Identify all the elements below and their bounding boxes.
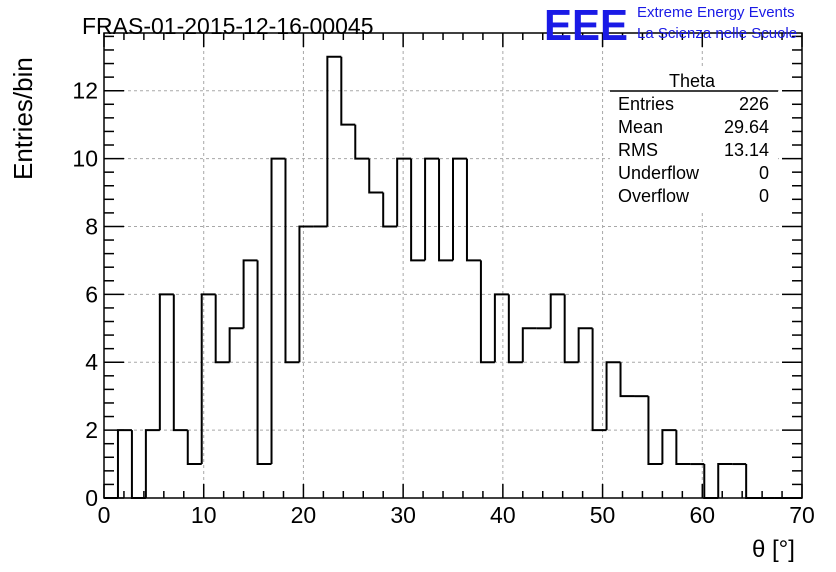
x-tick-label: 70 xyxy=(789,502,815,528)
histogram-bin xyxy=(284,158,300,364)
histogram-bin xyxy=(479,260,495,364)
histogram-bin xyxy=(619,362,635,398)
stats-box: Theta Entries 226 Mean 29.64 RMS 13.14 U… xyxy=(610,68,778,210)
stats-value-mean: 29.64 xyxy=(724,117,769,137)
histogram-bin xyxy=(507,294,523,364)
histogram-bin xyxy=(242,259,258,329)
y-tick-labels: 0 2 4 6 8 10 12 xyxy=(72,78,98,511)
y-tick-label: 8 xyxy=(85,213,98,239)
x-tick-label: 20 xyxy=(291,502,317,528)
histogram-bin xyxy=(340,56,356,126)
histogram-bin xyxy=(703,464,719,499)
histogram-bin xyxy=(452,157,467,261)
eee-logo: EEE Extreme Energy Events La Scienza nel… xyxy=(544,1,797,50)
histogram-bars xyxy=(104,55,802,499)
stats-label-entries: Entries xyxy=(618,94,674,114)
y-axis-label: Entries/bin xyxy=(8,57,38,180)
stats-label-rms: RMS xyxy=(618,140,658,160)
histogram-bin xyxy=(256,260,272,466)
histogram-bin xyxy=(144,429,160,498)
x-tick-label: 10 xyxy=(191,502,217,528)
histogram-bin xyxy=(172,294,188,432)
histogram-bin xyxy=(186,430,202,466)
histogram-bin xyxy=(438,158,453,262)
histogram-bin xyxy=(228,327,244,363)
stats-value-entries: 226 xyxy=(739,94,769,114)
y-tick-label: 4 xyxy=(85,349,98,375)
histogram-bin xyxy=(563,294,579,364)
histogram-bin xyxy=(200,293,216,465)
y-tick-label: 6 xyxy=(85,281,98,307)
stats-label-overflow: Overflow xyxy=(618,186,690,206)
histogram-bin xyxy=(647,396,663,466)
eee-logo-text: EEE xyxy=(544,1,628,50)
stats-value-underflow: 0 xyxy=(759,163,769,183)
y-tick-label: 12 xyxy=(72,78,98,104)
histogram-bin xyxy=(661,429,677,465)
histogram-bin xyxy=(521,327,537,363)
histogram-bin xyxy=(158,293,174,431)
histogram-bin xyxy=(577,327,593,363)
stats-value-rms: 13.14 xyxy=(724,140,769,160)
histogram-bin xyxy=(298,225,314,363)
histogram-bin xyxy=(717,463,733,498)
chart-title: FRAS-01-2015-12-16-00045 xyxy=(82,13,374,39)
stats-title: Theta xyxy=(669,71,716,91)
x-tick-label: 0 xyxy=(98,502,111,528)
stats-label-mean: Mean xyxy=(618,117,663,137)
histogram-bin xyxy=(382,192,398,228)
histogram-bin xyxy=(116,429,132,498)
x-tick-labels: 0 10 20 30 40 50 60 70 xyxy=(98,502,815,528)
logo-line-2: La Scienza nelle Scuole xyxy=(637,25,797,42)
histogram-bin xyxy=(354,124,370,160)
histogram-bin xyxy=(424,157,440,261)
histogram-bin xyxy=(368,158,384,194)
stats-value-overflow: 0 xyxy=(759,186,769,206)
histogram-bin xyxy=(214,294,230,364)
histogram-bin xyxy=(130,430,146,499)
x-axis-label: θ [°] xyxy=(752,536,795,563)
x-tick-label: 30 xyxy=(390,502,416,528)
histogram-bin xyxy=(549,293,565,329)
histogram-bin xyxy=(326,55,342,227)
histogram-bin xyxy=(493,293,509,363)
histogram-bin xyxy=(270,157,286,465)
x-tick-label: 60 xyxy=(689,502,715,528)
histogram-bin xyxy=(745,464,761,499)
y-tick-label: 2 xyxy=(85,417,98,443)
plot-frame xyxy=(103,32,803,499)
histogram-bin xyxy=(591,328,607,432)
histogram-bin xyxy=(396,157,412,227)
x-tick-label: 50 xyxy=(590,502,616,528)
histogram-bin xyxy=(675,430,691,466)
stats-label-underflow: Underflow xyxy=(618,163,700,183)
y-tick-label: 10 xyxy=(72,146,98,172)
logo-line-1: Extreme Energy Events xyxy=(637,4,795,21)
histogram-bin xyxy=(605,361,621,431)
histogram-bin xyxy=(410,158,426,262)
axis-ticks xyxy=(103,33,803,499)
y-tick-label: 0 xyxy=(85,485,98,511)
histogram-bin xyxy=(465,158,481,262)
x-tick-label: 40 xyxy=(490,502,516,528)
